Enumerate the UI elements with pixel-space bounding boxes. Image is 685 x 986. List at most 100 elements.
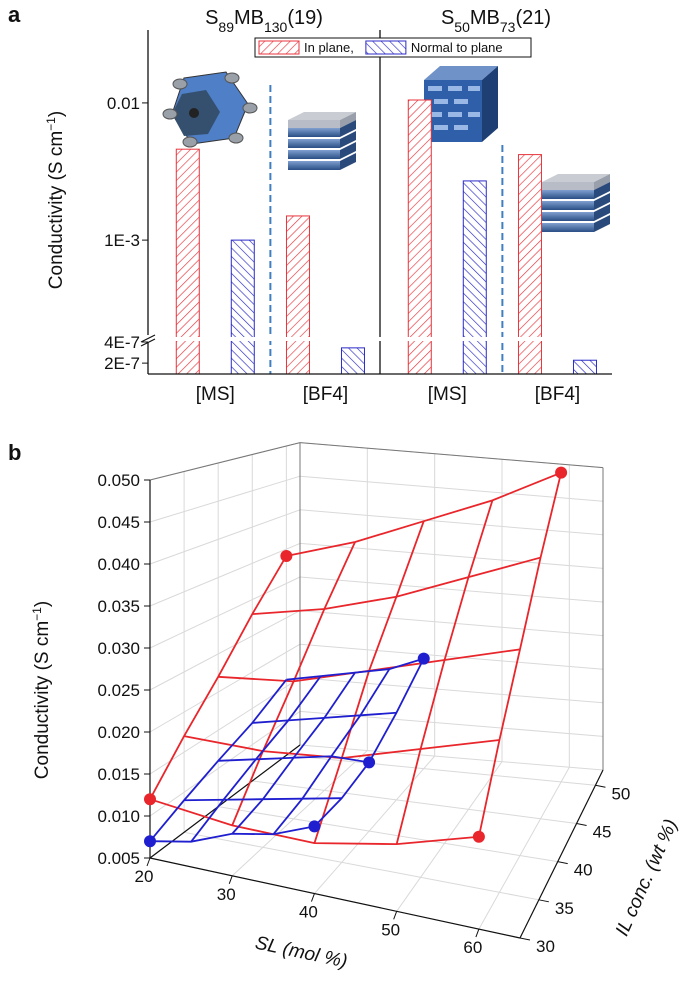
- z-axis-label-part: Conductivity (S cm: [32, 621, 53, 779]
- panel-label: a: [8, 2, 21, 27]
- x-tick-label: 20: [135, 867, 154, 886]
- z-axis-label: Conductivity (S cm−1): [30, 601, 53, 779]
- surface-line: [218, 755, 370, 764]
- grid-line: [299, 643, 604, 670]
- surface-line: [252, 711, 397, 724]
- x-tick: [146, 857, 151, 867]
- bar: [230, 239, 255, 375]
- x-axis: [149, 857, 521, 939]
- x-tick: [228, 875, 233, 884]
- group-title-part: 130: [264, 19, 288, 35]
- z-tick-label: 0.015: [97, 765, 140, 784]
- surface-line: [286, 471, 562, 557]
- x-tick: [393, 911, 398, 920]
- box-edge: [299, 442, 604, 469]
- x-tick-label: [BF4]: [303, 384, 348, 405]
- x-axis-label: SL (mol %): [253, 933, 349, 973]
- x-tick: [475, 928, 480, 938]
- z-axis-label-part: ): [32, 601, 53, 607]
- surface-line: [252, 556, 541, 615]
- bar: [517, 154, 542, 375]
- data-point: [308, 820, 321, 833]
- y-tick-label: 45: [593, 822, 612, 841]
- grid-line: [299, 576, 604, 603]
- y-tick: [576, 822, 587, 826]
- data-point: [144, 793, 156, 806]
- x-tick-label: 30: [217, 885, 236, 904]
- grid-line: [183, 831, 539, 901]
- x-tick-label: 50: [381, 920, 400, 939]
- group-title-part: S: [441, 7, 454, 29]
- grid-line: [218, 806, 558, 863]
- group-title: S50MB73(21): [441, 7, 551, 35]
- legend-label: In plane,: [304, 40, 354, 55]
- surface-line: [478, 472, 562, 837]
- y-tick-label: 50: [611, 784, 630, 803]
- z-tick-label: 0.020: [97, 723, 140, 742]
- schematics: [162, 66, 610, 232]
- surface-line: [149, 798, 479, 846]
- grid-line: [299, 744, 604, 771]
- bar: [340, 347, 365, 375]
- grid-line: [149, 542, 301, 607]
- y-tick-label: 30: [536, 937, 555, 956]
- data-point: [555, 466, 568, 479]
- group-title-part: 73: [500, 19, 516, 35]
- data-point: [472, 830, 485, 843]
- panel-label: b: [8, 440, 21, 465]
- grid-line: [314, 755, 436, 894]
- group-title-part: (21): [515, 7, 551, 29]
- x-tick-label: [MS]: [196, 384, 235, 405]
- z-tick-label: 0.010: [97, 807, 140, 826]
- data-point: [363, 756, 376, 769]
- box-edge: [149, 744, 301, 859]
- y-axis-label: IL conc. (wt %): [612, 816, 682, 939]
- grid-line: [299, 710, 604, 737]
- z-tick-label: 0.050: [97, 471, 140, 490]
- z-tick-label: 0.040: [97, 555, 140, 574]
- z-axis-label-part: −1: [30, 607, 44, 621]
- x-tick-label: 40: [299, 903, 318, 922]
- data-point: [144, 835, 156, 848]
- grid-line: [299, 542, 604, 569]
- grid-line: [286, 754, 596, 786]
- surface-line: [231, 541, 356, 826]
- grid-line: [396, 761, 503, 912]
- grid-line: [252, 780, 577, 824]
- y-tick-label: 40: [574, 861, 593, 880]
- grid-line: [149, 643, 301, 733]
- y-tick-label: 2E-7: [104, 354, 140, 373]
- grid-line: [149, 475, 301, 523]
- group-title-part: MB: [470, 7, 500, 29]
- legend-swatch: [258, 40, 300, 55]
- group-title-part: 89: [218, 19, 234, 35]
- grid-line: [478, 766, 570, 930]
- z-tick-label: 0.035: [97, 597, 140, 616]
- data-point: [417, 652, 430, 665]
- cylinder-schematic: [162, 71, 258, 148]
- y-axis-label-part: Conductivity (S cm: [46, 131, 67, 289]
- surface-line: [149, 825, 315, 843]
- grid-line: [299, 610, 604, 637]
- y-axis-label: Conductivity (S cm−1): [44, 111, 67, 289]
- z-tick-label: 0.025: [97, 681, 140, 700]
- y-tick-label: 35: [555, 899, 574, 918]
- group-title: S89MB130(19): [205, 7, 323, 35]
- grid-line: [299, 677, 604, 704]
- y-axis: [519, 769, 604, 939]
- data-point: [280, 549, 293, 562]
- y-tick: [538, 899, 549, 903]
- group-title-part: (19): [287, 7, 323, 29]
- group-title-part: 50: [454, 19, 470, 35]
- grid-line: [231, 750, 368, 877]
- axis-break: [140, 337, 612, 341]
- z-tick-label: 0.045: [97, 513, 140, 532]
- grid-line: [149, 576, 301, 649]
- z-tick-label: 0.005: [97, 849, 140, 868]
- lamellar-schematic: [288, 112, 356, 170]
- y-tick-label: 1E-3: [104, 231, 140, 250]
- y-tick: [519, 937, 531, 941]
- surface-line: [395, 500, 494, 845]
- surface-line: [184, 797, 342, 802]
